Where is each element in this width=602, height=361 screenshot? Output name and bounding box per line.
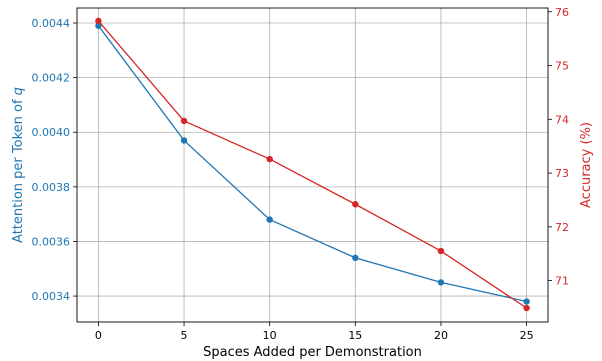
x-axis: 0 5 10 15 20 25 <box>95 322 534 342</box>
data-point-right <box>266 155 273 163</box>
left-y-axis: 0.0034 0.0036 0.0038 0.0040 0.0042 0.0044 <box>32 17 77 303</box>
left-y-tick-label: 0.0034 <box>32 290 71 303</box>
series-layer <box>95 17 530 312</box>
data-point-right <box>95 17 102 25</box>
left-y-tick-label: 0.0036 <box>32 235 71 248</box>
right-y-tick-label: 71 <box>555 275 569 288</box>
left-y-axis-label-text: Attention per Token of <box>11 95 26 243</box>
data-point-left <box>95 22 102 29</box>
plot-frame <box>76 7 549 323</box>
left-y-tick-label: 0.0038 <box>32 181 71 194</box>
left-y-tick-label: 0.0040 <box>32 126 71 139</box>
x-tick-label: 20 <box>434 329 448 342</box>
data-point-left <box>266 216 273 223</box>
right-y-tick-label: 73 <box>555 167 569 180</box>
right-y-tick-label: 75 <box>555 60 569 73</box>
series-line-left <box>97 25 527 303</box>
grid <box>77 8 548 322</box>
right-y-axis: 71 72 73 74 75 76 <box>548 6 569 288</box>
right-y-tick-label: 74 <box>555 113 569 126</box>
data-point-left <box>523 298 530 305</box>
data-point-left <box>352 254 359 262</box>
left-y-tick-label: 0.0042 <box>32 72 71 85</box>
series-line-right <box>97 20 527 309</box>
x-tick-label: 10 <box>263 329 277 342</box>
data-point-right <box>180 117 188 125</box>
right-y-axis-label: Accuracy (%) <box>579 122 594 208</box>
data-point-right <box>437 247 445 255</box>
x-tick-label: 25 <box>520 329 534 342</box>
x-tick-label: 0 <box>95 329 102 342</box>
data-point-right <box>352 201 359 208</box>
left-y-axis-label-variable: q <box>11 87 26 95</box>
data-point-left <box>437 279 445 286</box>
left-y-axis-label: Attention per Token of q <box>11 87 26 243</box>
data-point-left <box>180 137 188 144</box>
left-y-tick-label: 0.0044 <box>32 17 71 30</box>
right-y-tick-label: 76 <box>555 6 569 19</box>
x-tick-label: 15 <box>348 329 362 342</box>
x-axis-label: Spaces Added per Demonstration <box>203 345 422 360</box>
x-tick-label: 5 <box>181 329 188 342</box>
data-point-right <box>523 304 530 312</box>
right-y-tick-label: 72 <box>555 221 569 234</box>
